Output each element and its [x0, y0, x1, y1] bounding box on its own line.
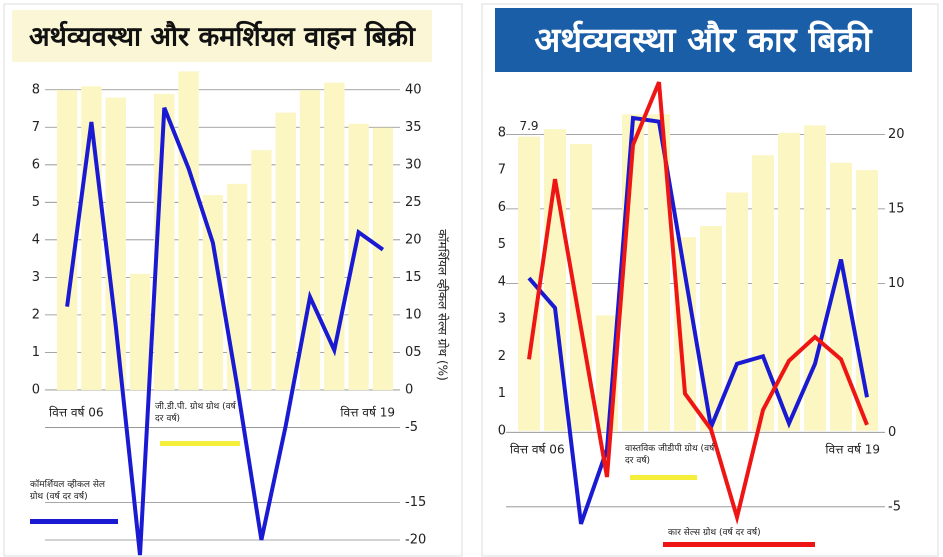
x-tick-label: वित्त वर्ष 19 [340, 406, 395, 420]
y-tick-label: 1 [32, 345, 40, 360]
y-tick-label: 0 [32, 383, 40, 398]
y2-tick-label: 15 [405, 270, 422, 285]
y-tick-label: 4 [32, 233, 40, 248]
title-box [495, 8, 912, 72]
x-tick-label: वित्त वर्ष 06 [510, 443, 565, 457]
y2-tick-label: 10 [405, 307, 422, 322]
x-tick-label: वित्त वर्ष 19 [825, 443, 880, 457]
y2-tick-label: -5 [405, 420, 418, 435]
y2-tick-label: -5 [888, 499, 901, 514]
y2-axis-label: कॉमर्शियल व्हीकल सेल्स ग्रोथ (%) [436, 229, 450, 381]
legend-swatch [630, 475, 697, 480]
legend-label: कॉमर्शियल व्हीकल सेल ग्रोथ (वर्ष दर वर्ष… [30, 480, 106, 502]
y-tick-label: 7 [32, 120, 40, 135]
bar [700, 226, 722, 431]
y-tick-label: 6 [32, 158, 40, 173]
line [527, 115, 869, 525]
bar [726, 192, 748, 431]
y-tick-label: 2 [32, 308, 40, 323]
bar [348, 123, 369, 391]
y-tick-label: 5 [32, 195, 40, 210]
bar [518, 136, 540, 431]
y-tick-label: 2 [498, 349, 506, 364]
y-tick-label: 3 [498, 312, 506, 327]
y2-tick-label: 20 [405, 232, 422, 247]
bar [275, 112, 296, 391]
y-tick-label: 5 [498, 237, 506, 252]
bar [752, 155, 774, 431]
y-tick-label: 3 [32, 270, 40, 285]
bar [324, 82, 345, 391]
y-tick-label: 8 [498, 125, 506, 140]
bar [372, 127, 394, 391]
annotation: 7.9 [519, 119, 538, 133]
bar [202, 195, 224, 391]
legend-swatch [663, 542, 815, 547]
bar [804, 125, 826, 431]
bar [251, 150, 272, 391]
y2-tick-label: 0 [405, 382, 413, 397]
legend-swatch [160, 441, 240, 446]
y2-tick-label: 10 [888, 276, 905, 291]
legend-label: कार सेल्स ग्रोथ (वर्ष दर वर्ष) [668, 528, 761, 538]
bar [56, 90, 78, 391]
legend-label: वास्तविक जीडीपी ग्रोथ (वर्ष दर वर्ष) [625, 444, 715, 466]
line [527, 81, 869, 525]
y2-tick-label: 20 [888, 127, 905, 142]
bar [830, 162, 852, 431]
y-tick-label: 4 [498, 274, 506, 289]
y2-tick-label: -15 [405, 495, 426, 510]
y2-tick-label: -20 [405, 532, 426, 547]
panel-border [481, 3, 939, 557]
legend-label: जी.डी.पी. ग्रोथ ग्रोथ (वर्ष दर वर्ष) [155, 402, 236, 424]
bar [178, 71, 199, 391]
y2-tick-label: 40 [405, 82, 422, 97]
title-box [12, 10, 432, 62]
y-tick-label: 7 [498, 163, 506, 178]
y-tick-label: 6 [498, 200, 506, 215]
y2-tick-label: 35 [405, 120, 422, 135]
line [65, 107, 385, 556]
y-tick-label: 0 [498, 423, 506, 438]
y2-tick-label: 25 [405, 195, 422, 210]
bar [105, 97, 126, 391]
bar [778, 132, 800, 431]
panel-border [3, 3, 463, 557]
y2-tick-label: 15 [888, 201, 905, 216]
bar [648, 114, 670, 431]
bar [129, 273, 151, 391]
x-tick-label: वित्त वर्ष 06 [49, 406, 104, 420]
bar [674, 237, 696, 431]
chart-title: अर्थव्यवस्था और कार बिक्री [534, 20, 872, 61]
legend-swatch [30, 519, 118, 524]
chart-title: अर्थव्यवस्था और कमर्शियल वाहन बिक्री [29, 21, 416, 53]
y2-tick-label: 30 [405, 157, 422, 172]
y2-tick-label: 05 [405, 345, 422, 360]
y-tick-label: 8 [32, 83, 40, 98]
bar [226, 183, 248, 391]
y2-tick-label: 0 [888, 425, 896, 440]
y-tick-label: 1 [498, 386, 506, 401]
